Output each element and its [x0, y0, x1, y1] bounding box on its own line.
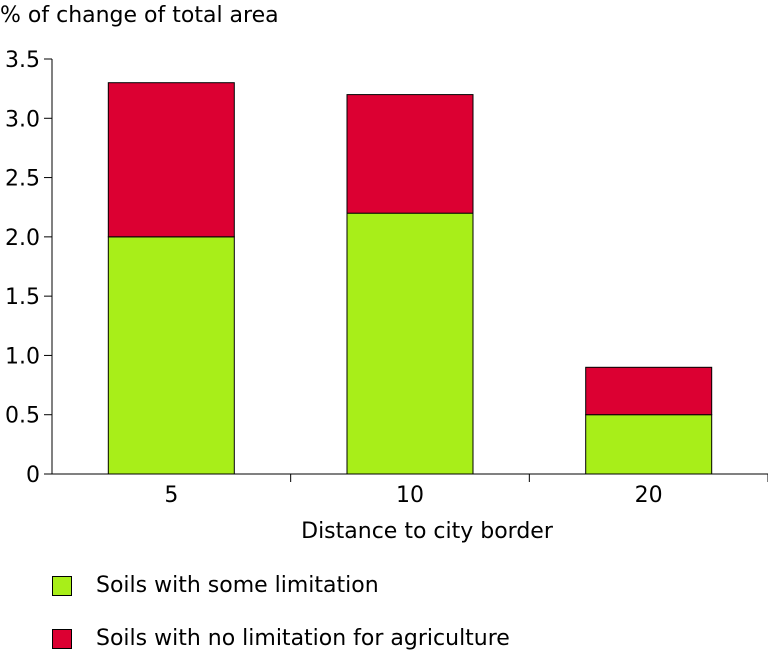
bar-5-series-1	[107, 82, 235, 238]
legend-swatch-green	[52, 575, 72, 596]
bar-10-series-0	[346, 212, 474, 475]
x-tick-label: 10	[396, 483, 424, 508]
y-tick-label: 3.0	[5, 107, 40, 132]
y-tick-label: 0	[26, 463, 40, 488]
x-tick-label: 5	[164, 483, 178, 508]
x-axis-title: Distance to city border	[301, 519, 554, 544]
legend-item-some-limitation: Soils with some limitation	[52, 573, 379, 598]
legend-item-no-limitation: Soils with no limitation for agriculture	[52, 626, 510, 651]
bar-20-series-0	[585, 414, 713, 475]
y-tick-label: 1.0	[5, 344, 40, 369]
bar-5-series-0	[107, 236, 235, 475]
legend-label-no-limitation: Soils with no limitation for agriculture	[96, 626, 510, 651]
y-tick-label: 0.5	[5, 404, 40, 429]
legend-swatch-red	[52, 628, 72, 649]
y-tick-label: 3.5	[5, 48, 40, 73]
x-tick-label: 20	[635, 483, 663, 508]
y-tick-label: 2.0	[5, 226, 40, 251]
y-tick-label: 1.5	[5, 285, 40, 310]
y-tick-label: 2.5	[5, 167, 40, 192]
legend-label-some-limitation: Soils with some limitation	[96, 573, 379, 598]
bar-20-series-1	[585, 366, 713, 416]
stacked-bar-chart: % of change of total area Distance to ci…	[0, 3, 768, 544]
y-axis-title: % of change of total area	[0, 3, 279, 28]
bar-10-series-1	[346, 94, 474, 214]
